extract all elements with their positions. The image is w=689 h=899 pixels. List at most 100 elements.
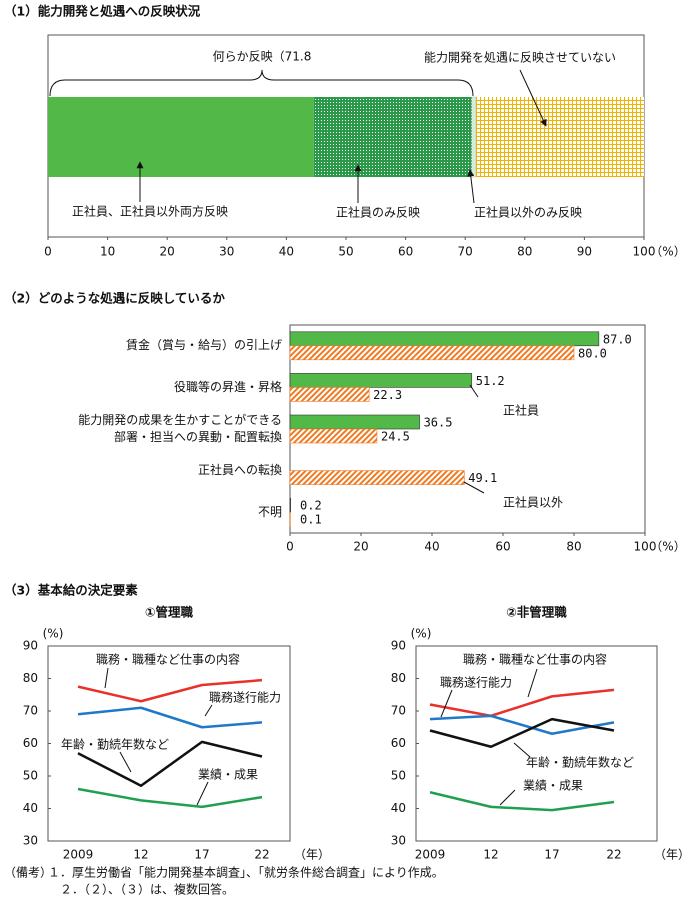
bar <box>289 414 420 430</box>
y-tick-label: 90 <box>391 639 406 653</box>
bar-segment <box>471 96 477 178</box>
callout-line <box>513 742 531 758</box>
x-axis-label: （年） <box>654 848 689 862</box>
value-label: 36.5 <box>424 416 453 430</box>
x-tick-label: 12 <box>483 848 498 862</box>
line <box>429 714 615 735</box>
value-label: 87.0 <box>603 332 632 346</box>
legend-label: 正社員 <box>503 403 539 418</box>
bar <box>289 373 473 388</box>
y-tick-label: 60 <box>391 736 406 750</box>
section-title: （1）能力開発と処遇への反映状況 <box>4 4 201 19</box>
bar <box>289 345 575 361</box>
x-tick-label: 100 <box>634 540 657 554</box>
callout-line <box>440 689 453 718</box>
value-label: 0.2 <box>300 499 322 513</box>
x-tick-label: 2009 <box>63 848 94 862</box>
y-tick-label: 30 <box>391 834 406 848</box>
legend-label: 能力開発を処遇に反映させていない <box>424 51 616 65</box>
legend-label: 職務遂行能力 <box>440 676 512 690</box>
legend-label: 職務・職種など仕事の内容 <box>96 652 240 667</box>
notes-label: （備考） <box>4 865 52 880</box>
value-label: 0.1 <box>300 513 322 527</box>
line <box>429 791 615 812</box>
x-tick-label: 20 <box>353 540 368 554</box>
value-label: 80.0 <box>578 346 607 360</box>
bar <box>289 497 292 513</box>
y-tick-label: 50 <box>23 769 38 783</box>
legend-label: 職務遂行能力 <box>209 691 281 705</box>
legend-label: 正社員以外のみ反映 <box>474 205 582 220</box>
x-tick-label: 80 <box>566 540 581 554</box>
chart-subtitle: ②非管理職 <box>506 605 567 620</box>
x-tick-label: 60 <box>398 245 413 259</box>
x-tick-label: 80 <box>517 245 532 259</box>
category-label-text: 不明 <box>257 504 282 519</box>
callout-line <box>469 384 479 398</box>
x-tick-label: 17 <box>194 848 209 862</box>
bar <box>289 428 378 444</box>
callout-line <box>196 781 209 806</box>
chart-subtitle: ①管理職 <box>145 605 194 620</box>
category-label-text: 役職等の昇進・昇格 <box>173 379 282 394</box>
legend-label: 職務・職種など仕事の内容 <box>463 652 607 667</box>
callout-line <box>119 751 132 773</box>
value-label: 22.3 <box>373 388 402 402</box>
x-tick-label: 0 <box>44 245 52 259</box>
bar-segment <box>313 97 472 177</box>
bar-segment <box>48 97 314 177</box>
line <box>77 706 263 729</box>
category-label-text: 正社員への転換 <box>197 463 282 478</box>
category-label-text: 賃金（賞与・給与）の引上げ <box>125 338 282 353</box>
x-axis-label: （年） <box>294 848 330 862</box>
bar <box>289 470 465 485</box>
x-tick-label: 50 <box>338 245 353 259</box>
x-tick-label: 22 <box>606 848 621 862</box>
callout-line <box>527 668 538 698</box>
y-tick-label: 40 <box>23 801 38 815</box>
callout-line <box>519 69 547 127</box>
y-tick-label: 30 <box>23 834 38 848</box>
line <box>77 787 263 809</box>
callout-line <box>499 789 516 806</box>
value-label: 51.2 <box>476 374 505 388</box>
category-label: 不明 <box>257 504 282 519</box>
x-tick-label: 30 <box>219 245 234 259</box>
section-title: （3）基本給の決定要素 <box>4 583 138 598</box>
x-tick-label: 60 <box>495 540 510 554</box>
x-tick-label: 2009 <box>415 848 446 862</box>
legend-label: 正社員のみ反映 <box>336 205 420 220</box>
x-tick-label: 20 <box>160 245 175 259</box>
line <box>77 740 263 787</box>
y-tick-label: 70 <box>23 704 38 718</box>
y-axis-label: (%) <box>411 627 432 641</box>
note: １．厚生労働省「能力開発基本調査」、「就労条件総合調査」により作成。 <box>48 865 444 880</box>
x-tick-label: 90 <box>577 245 592 259</box>
x-axis-label: （%） <box>650 245 685 259</box>
section-title: （2）どのような処遇に反映しているか <box>4 291 225 306</box>
note: ２．（２）、（３）は、複数回答。 <box>60 882 234 897</box>
category-label: 役職等の昇進・昇格 <box>173 379 282 394</box>
bar <box>289 387 370 402</box>
y-tick-label: 80 <box>391 671 406 685</box>
y-tick-label: 70 <box>391 704 406 718</box>
bar-segment <box>475 97 644 177</box>
y-tick-label: 60 <box>23 736 38 750</box>
legend-label: 正社員、正社員以外両方反映 <box>72 204 228 219</box>
x-tick-label: 40 <box>424 540 439 554</box>
legend-label: 業績・成果 <box>523 779 583 793</box>
line <box>429 688 615 718</box>
bar <box>289 331 600 347</box>
value-label: 24.5 <box>381 430 410 444</box>
value-label: 49.1 <box>468 471 497 485</box>
x-tick-label: 100 <box>633 245 656 259</box>
x-tick-label: 22 <box>254 848 269 862</box>
y-tick-label: 90 <box>23 639 38 653</box>
category-label: 正社員への転換 <box>197 463 282 478</box>
callout-line <box>467 169 475 204</box>
x-axis-label: （%） <box>650 540 685 554</box>
legend-label: 業績・成果 <box>198 768 258 782</box>
legend-label: 年齢・勤続年数など <box>526 755 634 770</box>
x-tick-label: 12 <box>133 848 148 862</box>
